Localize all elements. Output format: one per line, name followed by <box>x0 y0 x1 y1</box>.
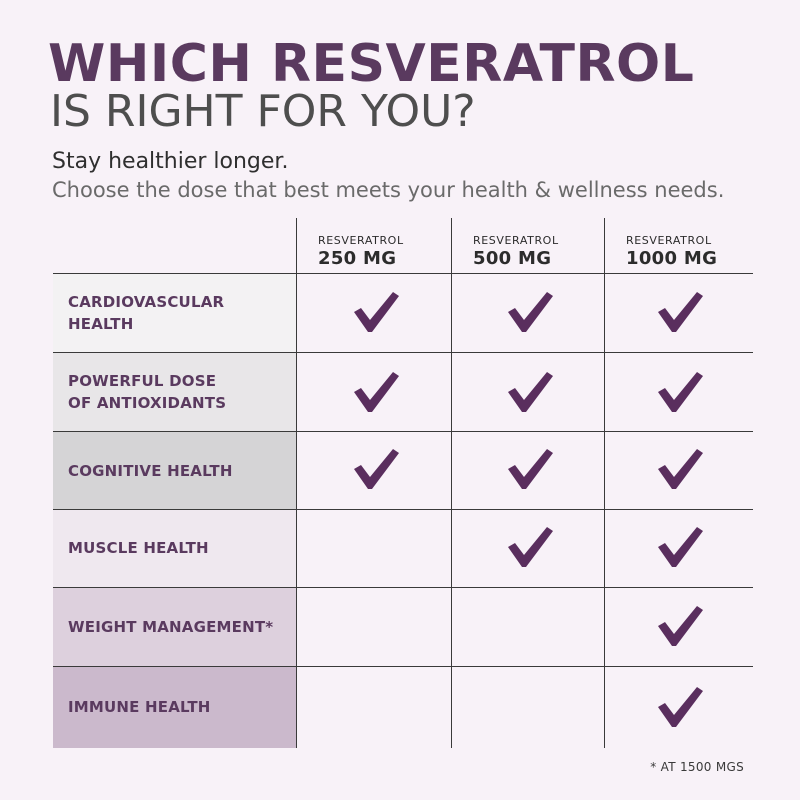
column-header-name: RESVERATROL <box>473 234 559 247</box>
column-header-dose: 500 MG <box>473 248 552 269</box>
table-row-divider <box>53 509 753 510</box>
column-header-name: RESVERATROL <box>626 234 712 247</box>
checkmark-icon <box>656 525 704 569</box>
column-header-dose: 1000 MG <box>626 248 718 269</box>
row-label-cell: COGNITIVE HEALTH <box>53 432 296 509</box>
tagline: Stay healthier longer. <box>52 149 289 174</box>
checkmark-icon <box>656 447 704 491</box>
checkmark-icon <box>656 290 704 334</box>
column-header-1000: RESVERATROL 1000 MG <box>626 234 776 270</box>
table-row-divider <box>53 431 753 432</box>
table-row-divider <box>53 587 753 588</box>
table-column-divider <box>296 218 297 748</box>
table-row-divider <box>53 666 753 667</box>
row-label-cell: CARDIOVASCULAR HEALTH <box>53 274 296 352</box>
description: Choose the dose that best meets your hea… <box>52 178 725 202</box>
table-row-divider <box>53 273 753 274</box>
row-label-cardiovascular: CARDIOVASCULAR HEALTH <box>68 293 225 333</box>
row-label-immune: IMMUNE HEALTH <box>68 698 211 716</box>
table-column-divider <box>451 218 452 748</box>
column-header-250: RESVERATROL 250 MG <box>318 234 468 270</box>
checkmark-icon <box>352 290 400 334</box>
checkmark-icon <box>506 370 554 414</box>
row-label-muscle: MUSCLE HEALTH <box>68 539 209 557</box>
row-label-weight: WEIGHT MANAGEMENT* <box>68 617 274 636</box>
checkmark-icon <box>352 447 400 491</box>
page-title: WHICH RESVERATROL <box>48 34 695 94</box>
checkmark-icon <box>656 604 704 648</box>
row-label-cell: IMMUNE HEALTH <box>53 666 296 748</box>
column-header-name: RESVERATROL <box>318 234 404 247</box>
table-column-divider <box>604 218 605 748</box>
column-header-500: RESVERATROL 500 MG <box>473 234 623 270</box>
table-row-divider <box>53 352 753 353</box>
checkmark-icon <box>656 685 704 729</box>
page-subtitle-question: IS RIGHT FOR YOU? <box>50 86 476 137</box>
row-label-cognitive: COGNITIVE HEALTH <box>68 461 233 480</box>
row-label-cell: POWERFUL DOSE OF ANTIOXIDANTS <box>53 352 296 432</box>
row-label-cell: WEIGHT MANAGEMENT* <box>53 587 296 666</box>
column-header-dose: 250 MG <box>318 248 397 269</box>
footnote: * AT 1500 MGS <box>650 760 744 774</box>
checkmark-icon <box>506 525 554 569</box>
row-label-cell: MUSCLE HEALTH <box>53 509 296 587</box>
checkmark-icon <box>352 370 400 414</box>
checkmark-icon <box>506 447 554 491</box>
checkmark-icon <box>656 370 704 414</box>
checkmark-icon <box>506 290 554 334</box>
row-label-antioxidants: POWERFUL DOSE OF ANTIOXIDANTS <box>68 372 227 412</box>
